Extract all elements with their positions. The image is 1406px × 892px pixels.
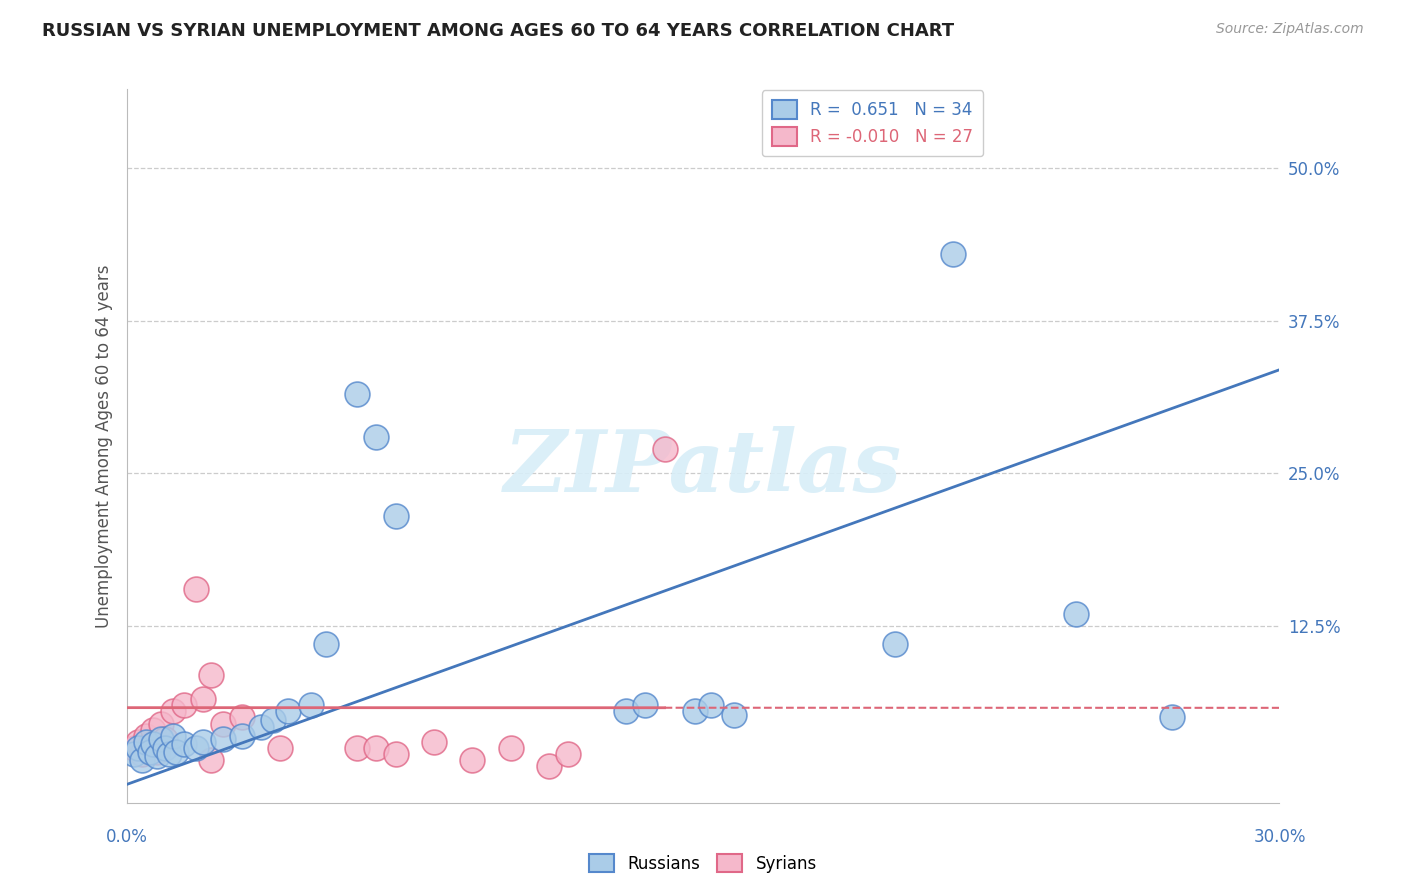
Point <box>315 637 337 651</box>
Text: RUSSIAN VS SYRIAN UNEMPLOYMENT AMONG AGES 60 TO 64 YEARS CORRELATION CHART: RUSSIAN VS SYRIAN UNEMPLOYMENT AMONG AGE… <box>42 22 955 40</box>
Point <box>384 747 406 761</box>
Point <box>142 737 165 751</box>
Point <box>138 737 160 751</box>
Point <box>153 740 176 755</box>
Point <box>127 735 149 749</box>
Point <box>614 704 637 718</box>
Point <box>366 430 388 444</box>
Point <box>557 747 579 761</box>
Point <box>366 740 388 755</box>
Point <box>131 747 153 761</box>
Point <box>1064 607 1087 621</box>
Point <box>699 698 721 713</box>
Point <box>499 740 522 755</box>
Point <box>135 729 157 743</box>
Point <box>162 704 184 718</box>
Point <box>127 740 149 755</box>
Point <box>1160 710 1182 724</box>
Point <box>173 698 195 713</box>
Point <box>193 735 215 749</box>
Point <box>423 735 446 749</box>
Point <box>346 387 368 401</box>
Legend: R =  0.651   N = 34, R = -0.010   N = 27: R = 0.651 N = 34, R = -0.010 N = 27 <box>762 90 983 156</box>
Point <box>146 749 169 764</box>
Point <box>231 729 253 743</box>
Point <box>634 698 657 713</box>
Legend: Russians, Syrians: Russians, Syrians <box>582 847 824 880</box>
Point <box>173 737 195 751</box>
Point <box>942 247 965 261</box>
Point <box>346 740 368 755</box>
Point <box>231 710 253 724</box>
Point <box>654 442 676 456</box>
Point <box>135 735 157 749</box>
Point <box>150 716 173 731</box>
Point <box>200 667 222 681</box>
Point <box>166 745 188 759</box>
Point <box>162 729 184 743</box>
Point <box>184 740 207 755</box>
Point <box>723 708 745 723</box>
Point <box>461 753 484 767</box>
Y-axis label: Unemployment Among Ages 60 to 64 years: Unemployment Among Ages 60 to 64 years <box>94 264 112 628</box>
Point <box>146 745 169 759</box>
Point <box>250 720 273 734</box>
Point <box>211 732 233 747</box>
Point <box>269 740 291 755</box>
Text: 30.0%: 30.0% <box>1253 828 1306 846</box>
Point <box>122 740 145 755</box>
Point <box>142 723 165 737</box>
Point <box>131 753 153 767</box>
Point <box>150 732 173 747</box>
Point <box>153 732 176 747</box>
Point <box>277 704 299 718</box>
Point <box>200 753 222 767</box>
Point <box>538 759 561 773</box>
Point <box>184 582 207 597</box>
Text: ZIPatlas: ZIPatlas <box>503 425 903 509</box>
Text: 0.0%: 0.0% <box>105 828 148 846</box>
Text: Source: ZipAtlas.com: Source: ZipAtlas.com <box>1216 22 1364 37</box>
Point <box>685 704 707 718</box>
Point <box>138 745 160 759</box>
Point <box>193 692 215 706</box>
Point <box>384 509 406 524</box>
Point <box>122 747 145 761</box>
Point <box>157 747 180 761</box>
Point <box>299 698 322 713</box>
Point <box>884 637 907 651</box>
Point <box>211 716 233 731</box>
Point <box>262 713 284 727</box>
